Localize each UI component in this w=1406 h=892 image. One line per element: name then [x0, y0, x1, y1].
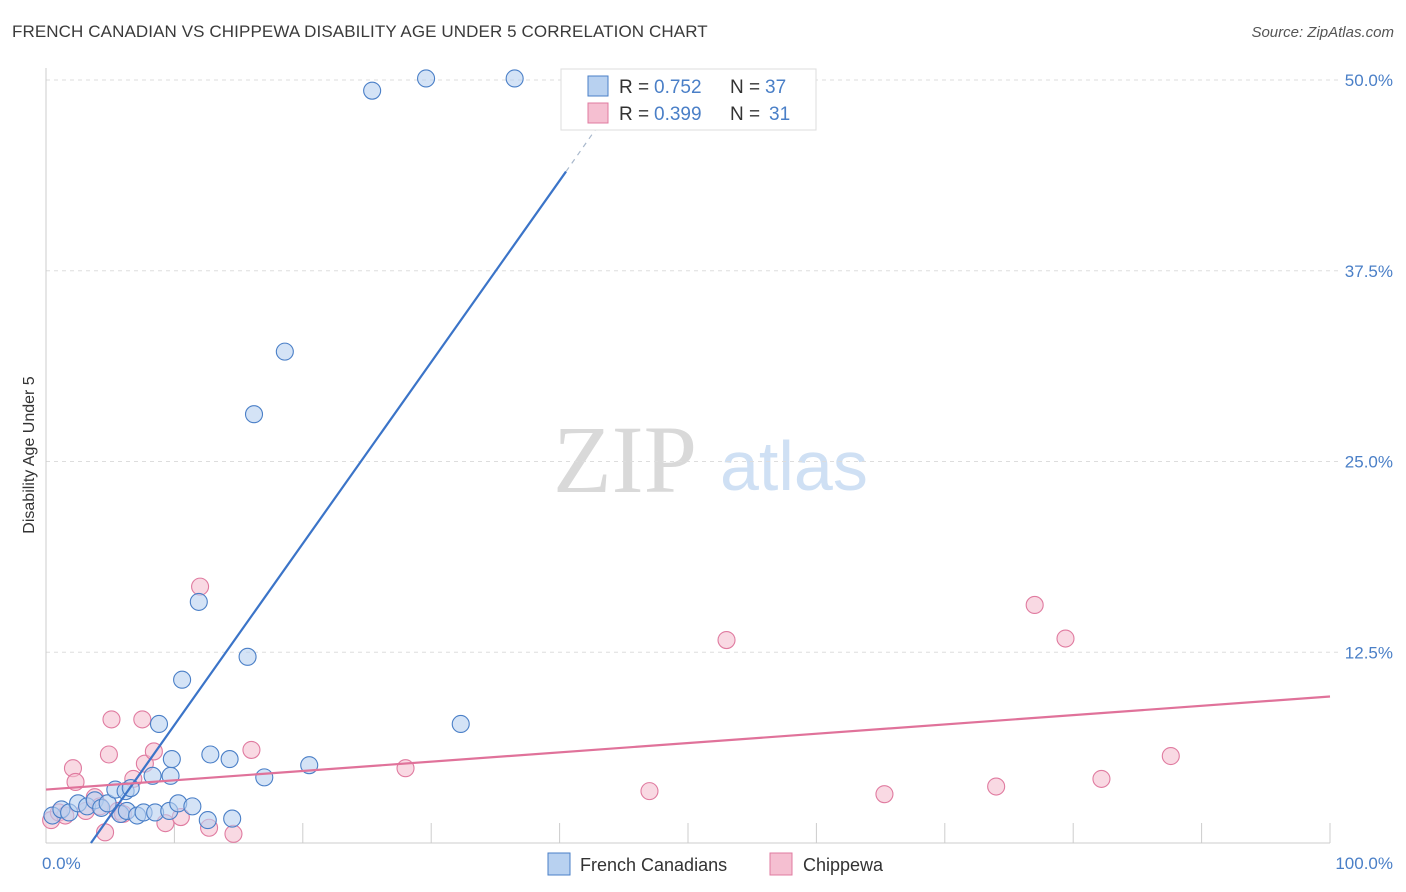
- french-canadian-point-17: [149, 714, 169, 734]
- french-canadian-point-34: [363, 81, 382, 100]
- tick-labels: 12.5% 25.0% 37.5% 50.0% 0.0% 100.0%: [42, 71, 1393, 873]
- french-canadian-point-28: [220, 750, 239, 769]
- chippewa-point-27: [987, 777, 1006, 796]
- y-tick-label-1: 25.0%: [1345, 453, 1393, 472]
- french-canadian-point-30: [244, 405, 264, 424]
- watermark: ZIP atlas: [553, 406, 868, 513]
- watermark-atlas: atlas: [720, 427, 868, 505]
- french-canadian-point-25: [198, 811, 217, 830]
- legend-r-value-1: 0.752: [654, 77, 702, 98]
- chippewa-points: [42, 577, 1180, 843]
- x-tick-label-1: 100.0%: [1335, 854, 1393, 873]
- legend-r-label-1: R =: [619, 77, 649, 98]
- chippewa-point-21: [224, 824, 243, 843]
- legend-n-label-2: N =: [730, 104, 760, 125]
- french-canadian-point-15: [143, 766, 162, 785]
- trend-line-french-canadians-extension: [565, 125, 599, 172]
- french-canadian-point-7: [98, 794, 117, 813]
- french-canadian-point-36: [451, 714, 470, 734]
- chippewa-point-26: [875, 785, 894, 804]
- y-tick-label-0: 12.5%: [1345, 643, 1393, 662]
- axes: [45, 68, 1331, 844]
- chippewa-point-25: [717, 630, 736, 650]
- french-canadian-point-37: [505, 69, 524, 88]
- trend-line-french-canadians: [90, 170, 567, 844]
- legend-n-label-1: N =: [730, 77, 760, 98]
- legend-r-value-2: 0.399: [654, 104, 702, 125]
- french-canadian-point-35: [417, 69, 436, 88]
- chippewa-point-30: [1092, 769, 1111, 788]
- french-canadian-point-23: [183, 797, 202, 816]
- chart-source: Source: ZipAtlas.com: [1251, 24, 1394, 41]
- chippewa-point-14: [133, 710, 152, 729]
- bottom-legend-swatch-blue: [547, 852, 571, 876]
- chart-title: FRENCH CANADIAN VS CHIPPEWA DISABILITY A…: [12, 22, 708, 41]
- chippewa-point-29: [1056, 629, 1075, 648]
- french-canadian-point-20: [162, 750, 181, 769]
- chippewa-point-28: [1025, 595, 1044, 614]
- french-canadian-point-27: [223, 809, 242, 828]
- legend-n-value-2: 31: [769, 104, 790, 125]
- legend-r-label-2: R =: [619, 104, 649, 125]
- french-canadian-point-31: [255, 768, 274, 787]
- chippewa-point-24: [640, 782, 659, 801]
- x-tick-label-0: 0.0%: [42, 854, 81, 873]
- legend: R = 0.752 N = 37 R = 0.399 N = 31: [560, 68, 817, 131]
- grid: [46, 79, 1340, 653]
- legend-n-value-1: 37: [765, 77, 786, 98]
- french-canadian-point-26: [201, 745, 220, 764]
- trend-lines: [45, 125, 1331, 844]
- french-canadian-point-22: [173, 670, 192, 689]
- trend-line-chippewa: [45, 695, 1331, 791]
- chippewa-point-31: [1161, 746, 1180, 766]
- bottom-legend: French Canadians Chippewa: [547, 852, 884, 876]
- watermark-zip: ZIP: [553, 406, 697, 513]
- bottom-legend-label-french-canadians: French Canadians: [580, 855, 727, 875]
- french-canadian-points: [43, 69, 524, 830]
- y-axis-label: Disability Age Under 5: [21, 376, 38, 534]
- legend-swatch-pink: [587, 102, 609, 124]
- french-canadian-point-32: [275, 342, 294, 361]
- legend-swatch-blue: [587, 75, 609, 97]
- chippewa-point-22: [242, 740, 261, 759]
- bottom-legend-label-chippewa: Chippewa: [803, 855, 884, 875]
- y-tick-label-2: 37.5%: [1345, 262, 1393, 281]
- french-canadian-point-29: [238, 647, 257, 666]
- bottom-legend-swatch-pink: [769, 852, 793, 876]
- french-canadian-point-24: [189, 592, 208, 611]
- y-tick-label-3: 50.0%: [1345, 71, 1393, 90]
- chippewa-point-9: [99, 745, 118, 764]
- chippewa-point-10: [102, 710, 121, 729]
- chippewa-point-19: [191, 577, 210, 596]
